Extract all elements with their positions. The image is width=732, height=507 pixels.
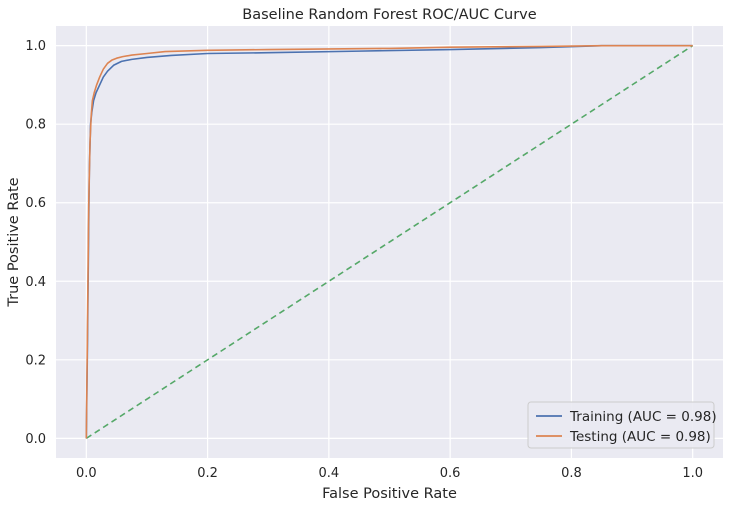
x-tick-label: 1.0 [682, 466, 703, 481]
y-tick-label: 1.0 [25, 39, 46, 54]
legend-box [527, 401, 715, 449]
y-tick-label: 0.8 [25, 118, 46, 133]
x-tick-label: 0.2 [197, 466, 218, 481]
series-lines [85, 44, 694, 440]
x-tick-label: 0.4 [319, 466, 340, 481]
x-tick-label: 0.6 [440, 466, 461, 481]
y-tick-label: 0.4 [25, 275, 46, 290]
tick-labels: 0.0 0.2 0.4 0.6 0.8 1.0 0.0 0.2 0.4 0.6 0.8 1.0 [25, 39, 703, 481]
y-tick-label: 0.6 [25, 196, 46, 211]
series-line-1 [85, 44, 693, 439]
diagonal-reference-line [85, 44, 694, 440]
x-axis-label: False Positive Rate [322, 486, 457, 502]
legend: Training (AUC = 0.98) Testing (AUC = 0.98… [527, 401, 717, 449]
chart-title: Baseline Random Forest ROC/AUC Curve [242, 7, 536, 23]
x-tick-label: 0.8 [561, 466, 582, 481]
x-tick-label: 0.0 [76, 466, 97, 481]
legend-entry: Testing (AUC = 0.98) [569, 429, 711, 445]
y-tick-label: 0.2 [25, 353, 46, 368]
legend-entry: Training (AUC = 0.98) [569, 409, 717, 425]
y-axis-label: True Positive Rate [6, 177, 22, 307]
y-tick-label: 0.0 [25, 432, 46, 447]
grid-lines [56, 26, 723, 458]
